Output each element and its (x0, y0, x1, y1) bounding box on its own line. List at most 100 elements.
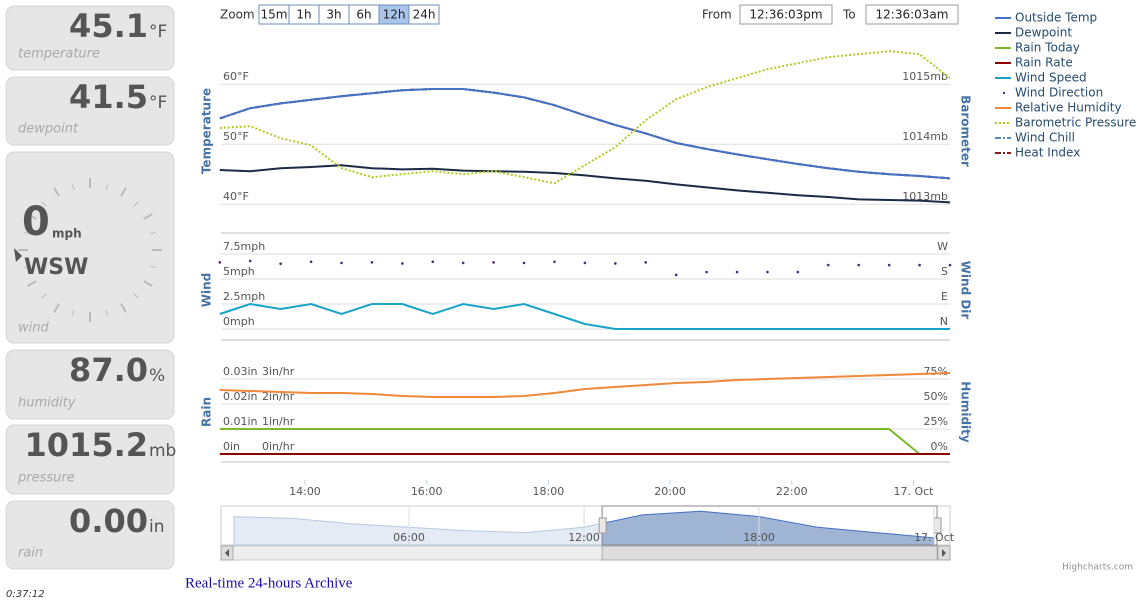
y2-axis-title: Wind Dir (959, 261, 973, 320)
legend-label[interactable]: Rain Rate (1015, 56, 1073, 70)
from-label: From (702, 8, 732, 22)
series-line (219, 428, 950, 455)
x-tick-label: 14:00 (289, 485, 321, 498)
y2-axis-title: Humidity (959, 381, 973, 443)
series-line (219, 302, 950, 330)
y-tick-label: 7.5mph (223, 240, 265, 253)
zoom-button-label[interactable]: 12h (383, 8, 406, 22)
wind-direction-point (309, 260, 313, 264)
panel-unit: °F (149, 93, 167, 113)
y2-tick-label: 50% (924, 390, 948, 403)
legend-label[interactable]: Wind Chill (1015, 131, 1075, 145)
y3-tick-label: 0in/hr (262, 440, 295, 453)
x-tick-label: 18:00 (533, 485, 565, 498)
zoom-label: Zoom (220, 8, 255, 22)
from-box[interactable] (739, 4, 833, 25)
zoom-button-label[interactable]: 6h (356, 8, 371, 22)
wind-direction-point (735, 270, 739, 274)
dial-tick (133, 201, 139, 207)
dial-tick (133, 293, 139, 299)
dial-tick (105, 184, 109, 191)
legend-label[interactable]: Wind Direction (1015, 86, 1103, 100)
panel-label: temperature (18, 47, 100, 62)
wind-direction-point (705, 270, 708, 274)
series-line (219, 50, 951, 185)
legend-label[interactable]: Dewpoint (1015, 26, 1072, 40)
to-box[interactable] (865, 4, 959, 25)
navigator-tick-label: 17. Oct (914, 531, 955, 544)
panel (5, 5, 175, 71)
archive-link[interactable]: Real-time 24-hours Archive (185, 575, 353, 591)
panel-label: dewpoint (18, 122, 79, 137)
series-line (219, 164, 951, 204)
to-value[interactable]: 12:36:03am (876, 8, 949, 22)
y-axis-title: Wind (200, 273, 214, 307)
zoom-button-label[interactable]: 1h (296, 8, 311, 22)
wind-direction-point (674, 273, 678, 277)
zoom-button-label[interactable]: 24h (413, 8, 436, 22)
wind-speed: 0 (22, 199, 50, 245)
wind-direction-point (766, 270, 769, 274)
wind-direction-point (492, 261, 495, 264)
x-tick-label: 22:00 (776, 485, 808, 498)
dial-tick (24, 231, 31, 235)
wind-direction-point (218, 261, 222, 264)
wind-label: wind (18, 321, 49, 336)
panel-unit: % (149, 366, 165, 386)
dial-tick (41, 201, 47, 207)
x-tick-label: 17. Oct (893, 485, 934, 498)
dial-tick (149, 265, 156, 269)
zoom-button-label[interactable]: 15m (261, 8, 288, 22)
series-line (219, 372, 951, 398)
legend-label[interactable]: Relative Humidity (1015, 101, 1122, 115)
panel-label: rain (18, 546, 43, 561)
wind-direction-point (431, 260, 435, 264)
dial-tick (143, 213, 153, 220)
scroll-thumb[interactable] (601, 545, 938, 561)
wind-dial (18, 178, 162, 322)
x-tick-label: 20:00 (654, 485, 686, 498)
legend-label[interactable]: Outside Temp (1015, 11, 1097, 25)
legend-label[interactable]: Heat Index (1015, 146, 1080, 160)
legend-label[interactable]: Rain Today (1015, 41, 1080, 55)
y2-tick-label: 1015mb (902, 70, 948, 83)
from-value[interactable]: 12:36:03pm (749, 8, 822, 22)
wind-direction-point (826, 263, 830, 267)
panel (5, 76, 175, 146)
dial-tick (27, 280, 37, 287)
y2-tick-label: 75% (924, 365, 948, 378)
dial-tick (27, 213, 37, 220)
wind-direction-point (918, 263, 921, 267)
legend-label[interactable]: Barometric Pressure (1015, 116, 1136, 130)
y3-tick-label: 3in/hr (262, 365, 295, 378)
dial-tick (120, 187, 127, 197)
navigator-tick-label: 18:00 (743, 531, 775, 544)
wind-direction-point (401, 262, 404, 265)
wind-direction-point (796, 270, 800, 274)
dial-tick (24, 265, 31, 269)
navigator-tick-label: 12:00 (568, 531, 600, 544)
panel-value: 0.00 (69, 502, 148, 540)
dial-tick (143, 280, 153, 287)
dial-tick (120, 303, 127, 313)
wind-direction-point (522, 261, 526, 265)
panel-label: humidity (18, 396, 76, 411)
wind-panel (5, 151, 175, 344)
y2-tick-label: 1014mb (902, 130, 948, 143)
wind-direction-point (583, 261, 587, 265)
dial-tick (149, 231, 156, 235)
y-tick-label: 0.01in (223, 415, 258, 428)
dial-tick (53, 187, 60, 197)
dial-tick (53, 303, 60, 313)
y2-tick-label: S (941, 265, 948, 278)
y3-tick-label: 2in/hr (262, 390, 295, 403)
y-tick-label: 0mph (223, 315, 255, 328)
navigator-handle[interactable] (598, 517, 607, 534)
y-tick-label: 60°F (223, 70, 249, 83)
legend-label[interactable]: Wind Speed (1015, 71, 1087, 85)
wind-direction-point (370, 261, 374, 264)
wind-direction-point (857, 263, 861, 267)
zoom-button[interactable] (408, 4, 440, 25)
zoom-button-label[interactable]: 3h (326, 8, 341, 22)
